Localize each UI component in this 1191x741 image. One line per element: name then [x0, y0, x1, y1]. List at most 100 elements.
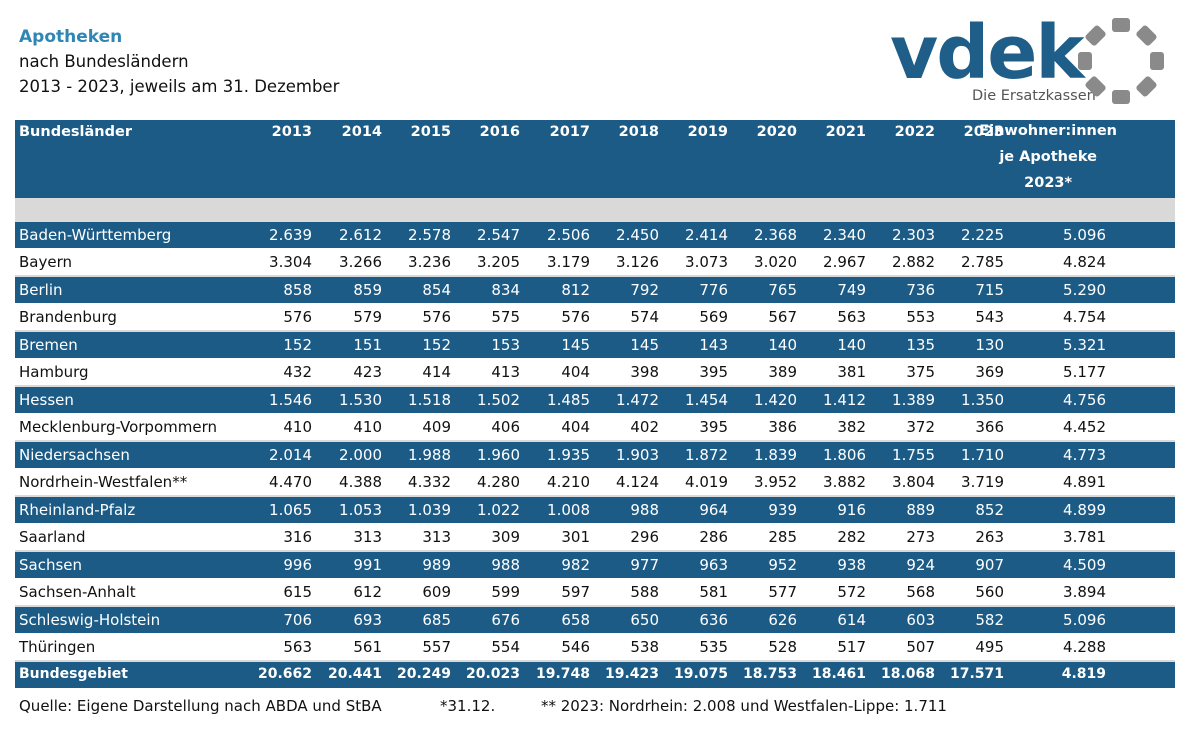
table-cell: 20.249 [396, 666, 451, 682]
table-cell: 3.073 [685, 253, 728, 271]
header-last-line-1: Einwohner:innen [979, 123, 1117, 139]
row-label: Hessen [19, 391, 74, 409]
table-cell: 145 [630, 336, 659, 354]
table-cell: 2.303 [892, 226, 935, 244]
table-header: Bundesländer Einwohner:innen je Apotheke… [15, 120, 1175, 198]
table-cell: 2.639 [269, 226, 312, 244]
table-cell: 404 [561, 363, 590, 381]
header-last-line-3: 2023* [1024, 175, 1073, 191]
row-label: Brandenburg [19, 308, 117, 326]
table-row: Sachsen-Anhalt 615 612 609 599 597 588 581 577 57… [15, 579, 1175, 605]
table-cell: 938 [837, 556, 866, 574]
table-cell: 858 [283, 281, 312, 299]
header-year: 2018 [618, 124, 659, 140]
table-cell: 560 [975, 583, 1004, 601]
title-block: Apotheken nach Bundesländern 2013 - 2023… [19, 25, 339, 99]
table-cell: 389 [768, 363, 797, 381]
table-cell: 977 [630, 556, 659, 574]
header-year: 2022 [894, 124, 935, 140]
table-cell: 1.903 [616, 446, 659, 464]
table-cell: 1.935 [547, 446, 590, 464]
table-cell: 1.022 [477, 501, 520, 519]
table-cell: 1.530 [339, 391, 382, 409]
table-cell: 1.412 [823, 391, 866, 409]
per-pharmacy-cell: 5.177 [1063, 363, 1106, 381]
table-cell: 963 [699, 556, 728, 574]
table-body: Baden-Württemberg 2.639 2.612 2.578 2.547 2.5… [15, 222, 1175, 688]
table-cell: 834 [491, 281, 520, 299]
row-divider [15, 275, 1175, 277]
table-cell: 432 [283, 363, 312, 381]
table-cell: 3.236 [408, 253, 451, 271]
row-label: Hamburg [19, 363, 89, 381]
table-cell: 406 [491, 418, 520, 436]
table-row: Rheinland-Pfalz 1.065 1.053 1.039 1.022 1.008… [15, 497, 1175, 523]
table-cell: 535 [699, 638, 728, 656]
table-cell: 614 [837, 611, 866, 629]
table-cell: 18.753 [742, 666, 797, 682]
pharmacy-table: Bundesländer Einwohner:innen je Apotheke… [15, 120, 1175, 688]
table-cell: 563 [283, 638, 312, 656]
table-cell: 20.023 [465, 666, 520, 682]
logo-ring-icon [1078, 18, 1164, 104]
row-divider [15, 605, 1175, 607]
table-cell: 140 [768, 336, 797, 354]
table-cell: 296 [630, 528, 659, 546]
table-cell: 852 [975, 501, 1004, 519]
table-cell: 2.414 [685, 226, 728, 244]
table-row: Bayern 3.304 3.266 3.236 3.205 3.179 3.126 3.07… [15, 249, 1175, 275]
table-cell: 3.126 [616, 253, 659, 271]
table-cell: 557 [422, 638, 451, 656]
table-cell: 409 [422, 418, 451, 436]
table-cell: 18.068 [880, 666, 935, 682]
table-row: Thüringen 563 561 557 554 546 538 535 528 517 507 4… [15, 634, 1175, 660]
table-cell: 1.518 [408, 391, 451, 409]
table-cell: 404 [561, 418, 590, 436]
table-row: Saarland 316 313 313 309 301 296 286 285 282 273 26… [15, 524, 1175, 550]
row-divider [15, 303, 1175, 304]
table-cell: 4.470 [269, 473, 312, 491]
table-cell: 19.075 [673, 666, 728, 682]
table-cell: 18.461 [811, 666, 866, 682]
table-cell: 1.008 [547, 501, 590, 519]
table-cell: 3.020 [754, 253, 797, 271]
table-cell: 706 [283, 611, 312, 629]
table-cell: 615 [283, 583, 312, 601]
table-cell: 3.882 [823, 473, 866, 491]
table-cell: 907 [975, 556, 1004, 574]
row-divider [15, 385, 1175, 387]
table-cell: 626 [768, 611, 797, 629]
table-cell: 4.124 [616, 473, 659, 491]
table-row: Baden-Württemberg 2.639 2.612 2.578 2.547 2.5… [15, 222, 1175, 248]
table-cell: 20.662 [257, 666, 312, 682]
table-cell: 3.804 [892, 473, 935, 491]
table-cell: 398 [630, 363, 659, 381]
table-cell: 812 [561, 281, 590, 299]
table-cell: 939 [768, 501, 797, 519]
table-row: Hessen 1.546 1.530 1.518 1.502 1.485 1.472 1.45… [15, 387, 1175, 413]
header-gap [15, 198, 1175, 222]
header-year: 2017 [549, 124, 590, 140]
per-pharmacy-cell: 4.756 [1063, 391, 1106, 409]
table-cell: 285 [768, 528, 797, 546]
table-cell: 2.000 [339, 446, 382, 464]
per-pharmacy-cell: 5.290 [1063, 281, 1106, 299]
table-cell: 3.205 [477, 253, 520, 271]
table-row: Hamburg 432 423 414 413 404 398 395 389 381 375 369… [15, 359, 1175, 385]
table-cell: 658 [561, 611, 590, 629]
table-cell: 3.179 [547, 253, 590, 271]
table-cell: 609 [422, 583, 451, 601]
table-cell: 423 [353, 363, 382, 381]
row-label: Thüringen [19, 638, 96, 656]
table-cell: 402 [630, 418, 659, 436]
table-cell: 410 [283, 418, 312, 436]
table-cell: 1.960 [477, 446, 520, 464]
table-cell: 924 [906, 556, 935, 574]
table-cell: 576 [283, 308, 312, 326]
table-cell: 988 [630, 501, 659, 519]
table-cell: 792 [630, 281, 659, 299]
table-cell: 395 [699, 363, 728, 381]
table-cell: 952 [768, 556, 797, 574]
per-pharmacy-cell: 5.096 [1063, 611, 1106, 629]
header-year: 2020 [756, 124, 797, 140]
